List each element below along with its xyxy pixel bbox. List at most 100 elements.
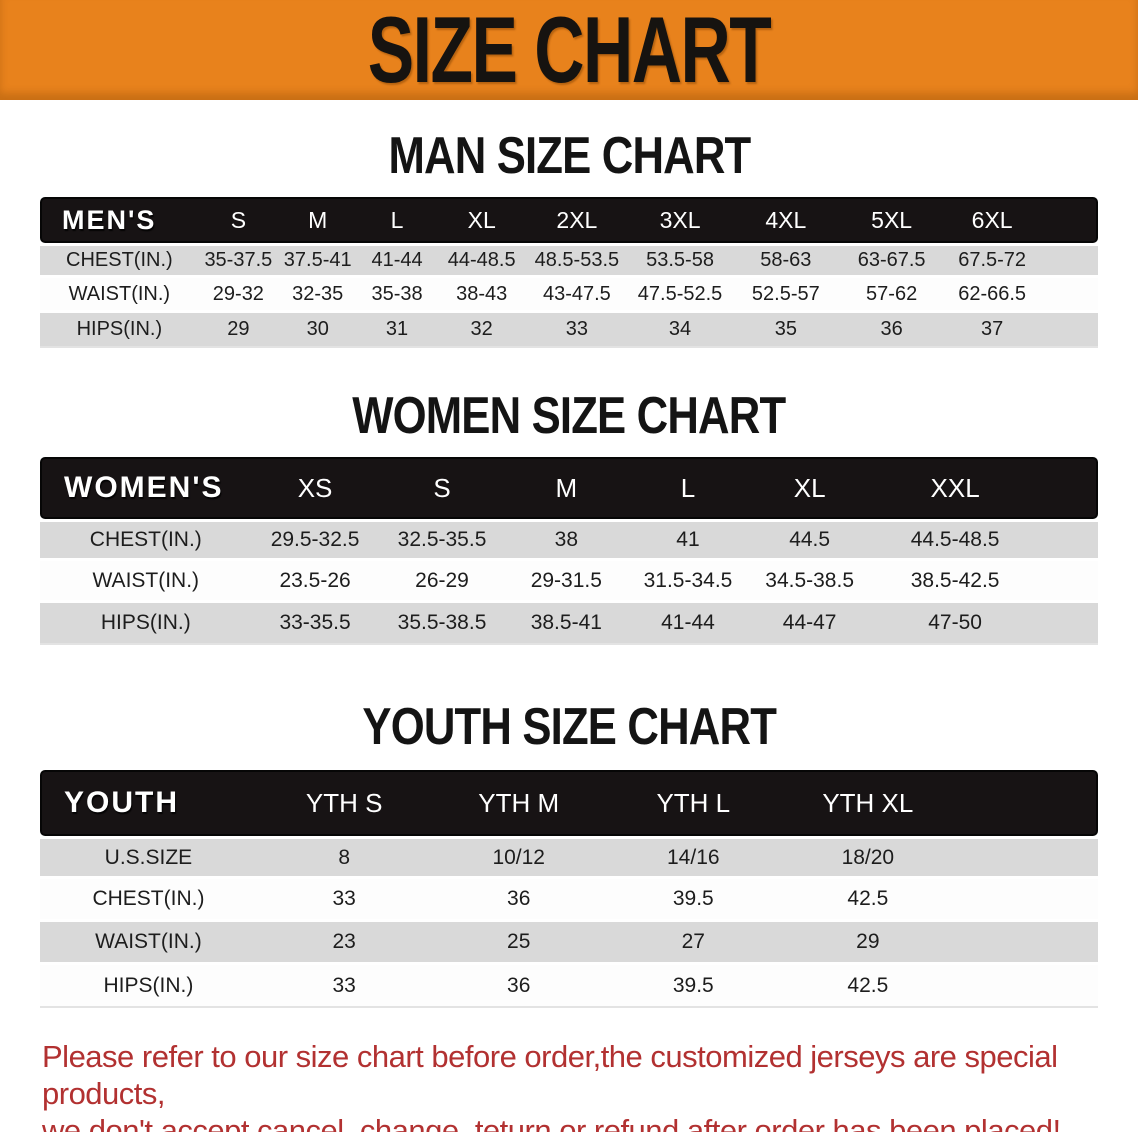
row-label: WAIST(IN.) [40,922,257,965]
row-spacer-cell [955,965,1098,1008]
size-column-header: YTH L [606,770,781,836]
youth-size-chart-heading: YOUTH SIZE CHART [0,701,1138,753]
row-label: CHEST(IN.) [40,519,252,561]
size-value-cell: 62-66.5 [944,278,1040,313]
size-column-header: 4XL [732,197,839,243]
table-row: HIPS(IN.) 29 30 31 32 33 34 35 36 37 [40,313,1098,348]
row-label: CHEST(IN.) [40,243,199,278]
youth-header-row: YOUTH YTH S YTH M YTH L YTH XL [40,770,1098,836]
size-value-cell: 44.5 [748,519,871,561]
size-value-cell: 38-43 [436,278,527,313]
header-spacer-cell [955,770,1098,836]
size-value-cell: 47-50 [870,603,1040,645]
size-value-cell: 36 [838,313,945,348]
size-value-cell: 26-29 [378,561,506,603]
size-value-cell: 32.5-35.5 [378,519,506,561]
size-value-cell: 18/20 [780,836,956,879]
size-value-cell: 33 [256,965,432,1008]
women-size-chart-heading-text: WOMEN SIZE CHART [352,387,786,445]
header-spacer-cell [1039,457,1098,519]
table-row: WAIST(IN.) 29-32 32-35 35-38 38-43 43-47.5 47.… [40,278,1098,313]
size-value-cell: 30 [278,313,358,348]
man-size-chart-heading: MAN SIZE CHART [0,130,1138,182]
row-label: HIPS(IN.) [40,313,199,348]
size-value-cell: 31.5-34.5 [627,561,749,603]
row-spacer-cell [955,836,1098,879]
size-value-cell: 41-44 [357,243,437,278]
size-value-cell: 29 [198,313,279,348]
youth-table-wrap: YOUTH YTH S YTH M YTH L YTH XL U.S.SIZE 8 10/1… [0,770,1138,1008]
banner-title: SIZE CHART [367,0,772,102]
size-value-cell: 23.5-26 [251,561,379,603]
size-value-cell: 33 [256,879,432,922]
size-value-cell: 36 [431,879,606,922]
size-column-header: 5XL [838,197,945,243]
row-spacer-cell [955,922,1098,965]
size-value-cell: 8 [256,836,432,879]
size-column-header: 3XL [627,197,733,243]
size-value-cell: 38 [505,519,628,561]
row-spacer-cell [1039,519,1098,561]
youth-size-table: YOUTH YTH S YTH M YTH L YTH XL U.S.SIZE 8 10/1… [40,770,1098,1008]
womens-header-row: WOMEN'S XS S M L XL XXL [40,457,1098,519]
table-row: WAIST(IN.) 23 25 27 29 [40,922,1098,965]
disclaimer-text: Please refer to our size chart before or… [0,1038,1138,1132]
size-value-cell: 25 [431,922,606,965]
mens-size-table: MEN'S S M L XL 2XL 3XL 4XL 5XL 6XL CHEST(IN.) 35-3… [40,197,1098,348]
size-value-cell: 10/12 [431,836,606,879]
size-column-header: XS [251,457,379,519]
size-value-cell: 23 [256,922,432,965]
row-spacer-cell [1039,243,1098,278]
table-row: CHEST(IN.) 33 36 39.5 42.5 [40,879,1098,922]
size-column-header: L [357,197,437,243]
row-label: CHEST(IN.) [40,879,257,922]
row-label: U.S.SIZE [40,836,257,879]
size-column-header: YTH M [431,770,606,836]
size-value-cell: 58-63 [732,243,839,278]
size-value-cell: 29-31.5 [505,561,628,603]
row-label: WAIST(IN.) [40,561,252,603]
table-row: HIPS(IN.) 33 36 39.5 42.5 [40,965,1098,1008]
size-value-cell: 37.5-41 [278,243,358,278]
size-value-cell: 44.5-48.5 [870,519,1040,561]
man-size-chart-heading-text: MAN SIZE CHART [388,127,751,185]
size-column-header: S [198,197,279,243]
size-column-header: YTH S [256,770,432,836]
size-value-cell: 32-35 [278,278,358,313]
womens-size-table: WOMEN'S XS S M L XL XXL CHEST(IN.) 29.5-32.5 32.… [40,457,1098,645]
size-value-cell: 48.5-53.5 [526,243,628,278]
size-value-cell: 42.5 [780,965,956,1008]
table-row: U.S.SIZE 8 10/12 14/16 18/20 [40,836,1098,879]
size-column-header: M [505,457,628,519]
table-header-label: YOUTH [40,770,257,836]
table-row: CHEST(IN.) 35-37.5 37.5-41 41-44 44-48.5 48.5… [40,243,1098,278]
size-column-header: YTH XL [780,770,956,836]
row-label: HIPS(IN.) [40,603,252,645]
size-value-cell: 29-32 [198,278,279,313]
mens-header-row: MEN'S S M L XL 2XL 3XL 4XL 5XL 6XL [40,197,1098,243]
table-header-label: WOMEN'S [40,457,252,519]
disclaimer-line-2: we don't accept cancel, change, teturn o… [42,1113,1061,1132]
size-value-cell: 38.5-41 [505,603,628,645]
table-row: WAIST(IN.) 23.5-26 26-29 29-31.5 31.5-34.5 34… [40,561,1098,603]
size-value-cell: 41-44 [627,603,749,645]
size-value-cell: 35 [732,313,839,348]
size-value-cell: 35-37.5 [198,243,279,278]
table-row: CHEST(IN.) 29.5-32.5 32.5-35.5 38 41 44.5 44.5… [40,519,1098,561]
size-value-cell: 14/16 [606,836,781,879]
size-column-header: XL [436,197,527,243]
size-value-cell: 27 [606,922,781,965]
size-value-cell: 47.5-52.5 [627,278,733,313]
size-value-cell: 29 [780,922,956,965]
size-column-header: 6XL [944,197,1040,243]
size-value-cell: 35-38 [357,278,437,313]
size-column-header: L [627,457,749,519]
size-value-cell: 42.5 [780,879,956,922]
table-row: HIPS(IN.) 33-35.5 35.5-38.5 38.5-41 41-44 44-… [40,603,1098,645]
size-column-header: 2XL [526,197,628,243]
size-value-cell: 53.5-58 [627,243,733,278]
size-value-cell: 31 [357,313,437,348]
size-value-cell: 44-47 [748,603,871,645]
row-spacer-cell [1039,603,1098,645]
size-value-cell: 32 [436,313,527,348]
